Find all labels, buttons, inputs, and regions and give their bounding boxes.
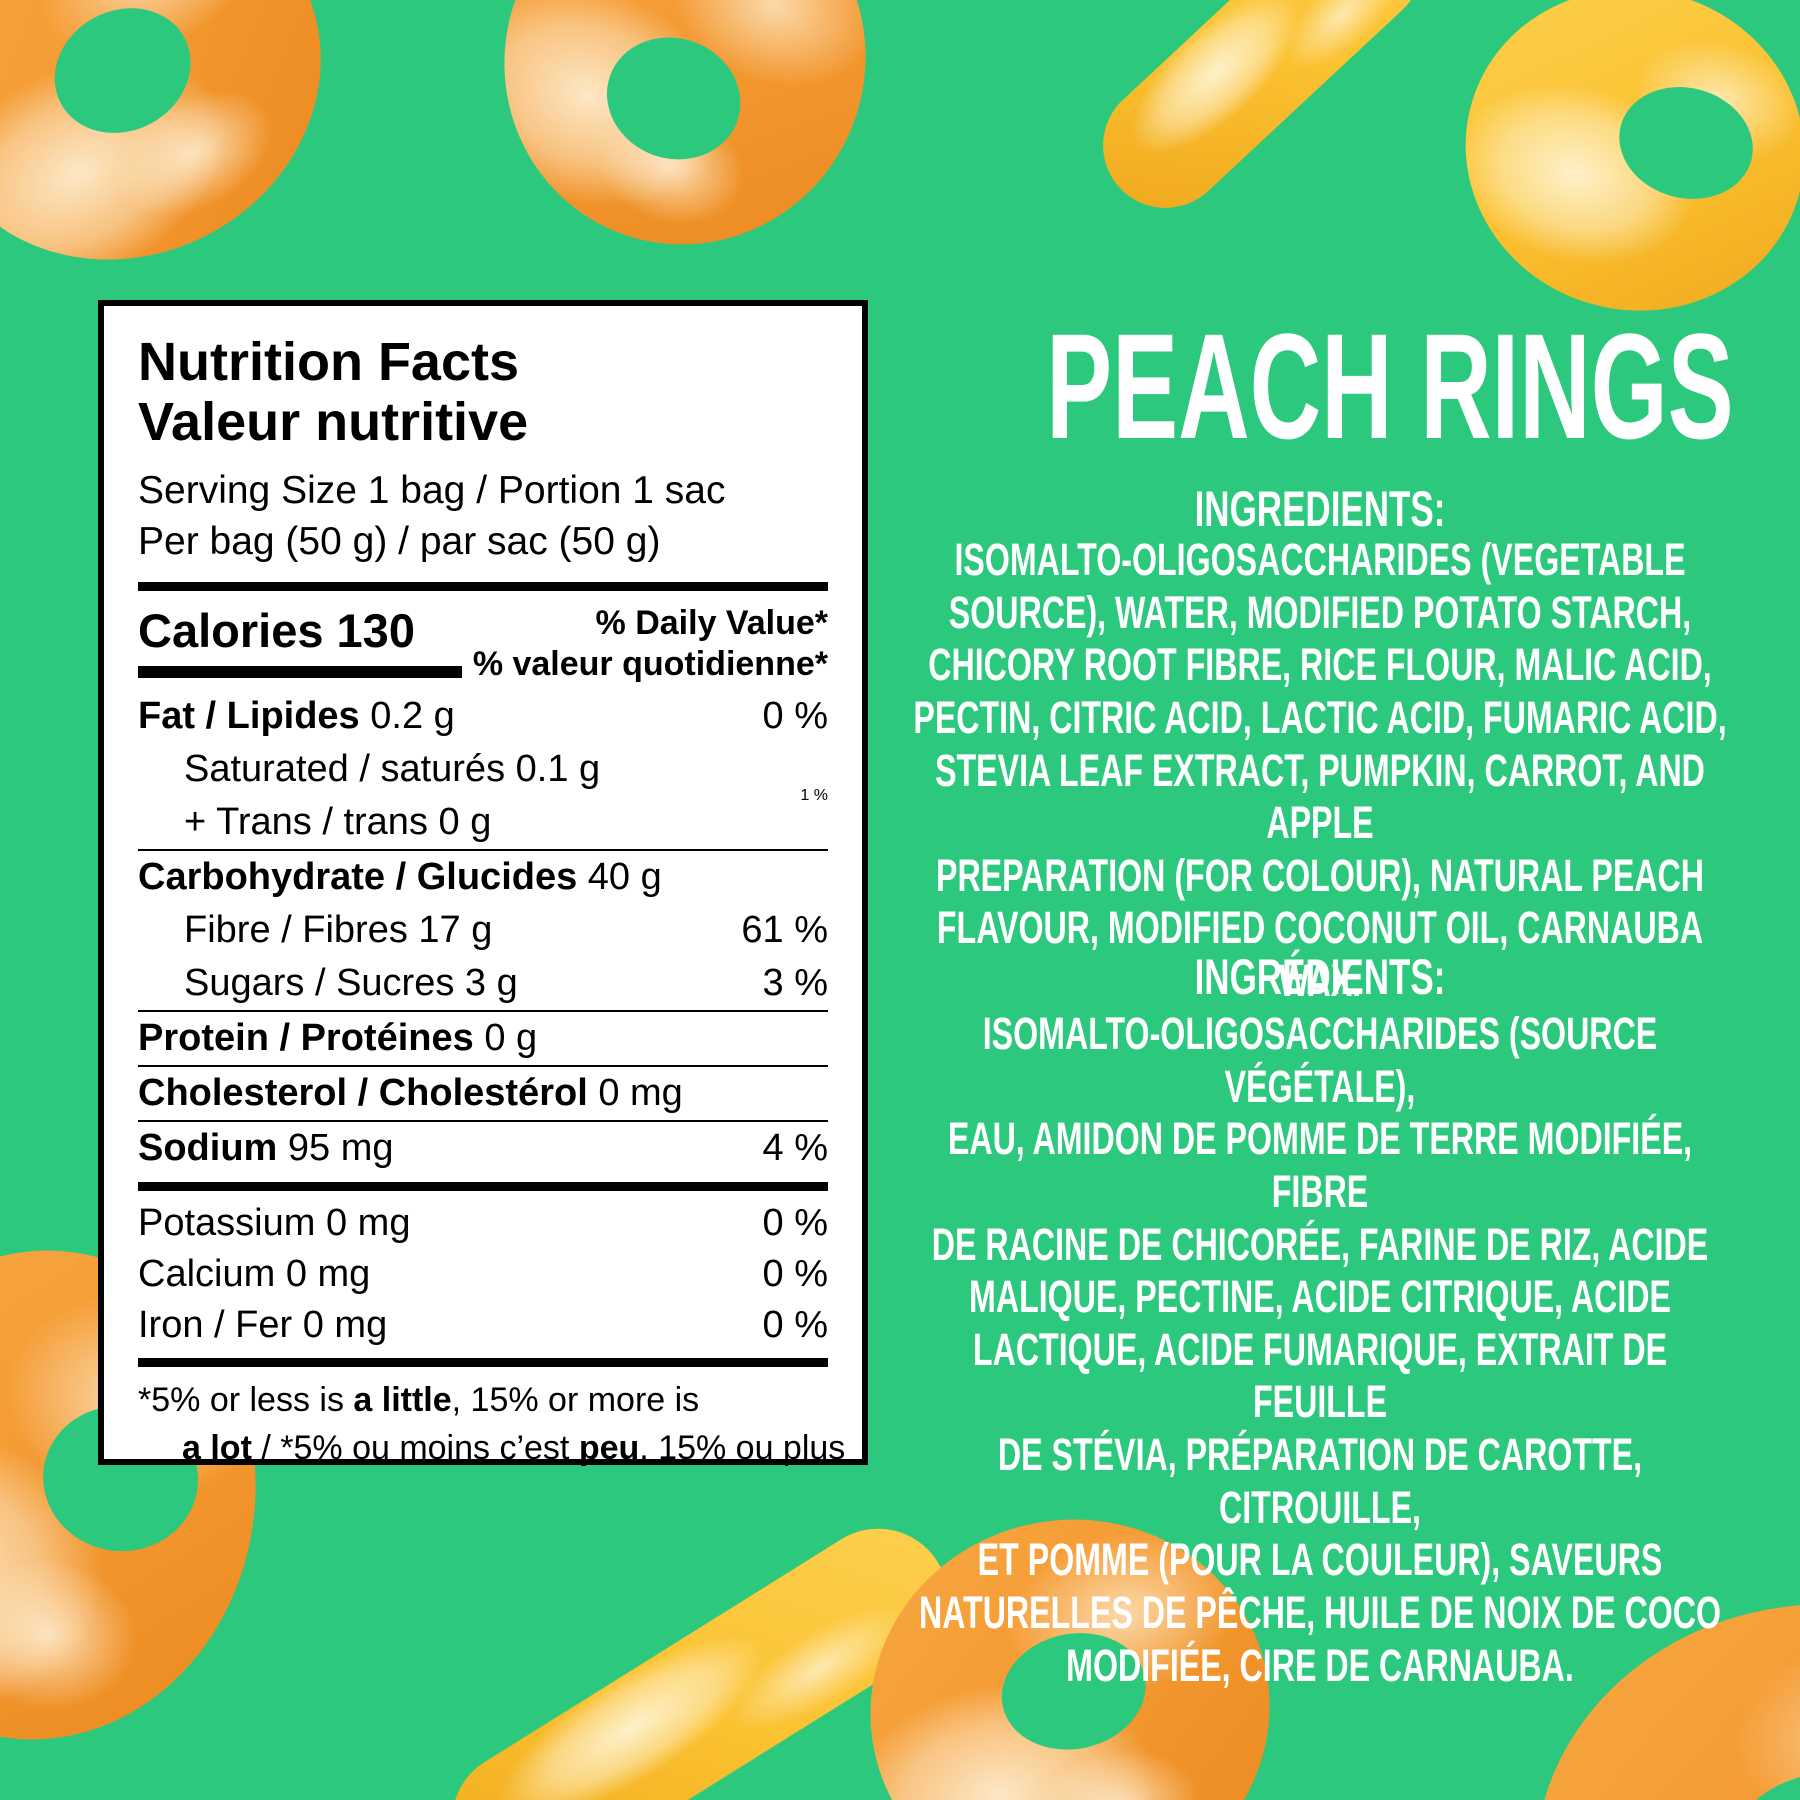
divider-thick bbox=[138, 1358, 828, 1368]
peach-ring-candy-top-right bbox=[1429, 0, 1800, 349]
ingredients-heading-fr: INGRÉDIENTS: bbox=[1194, 949, 1446, 1005]
peach-ring-candy-top-middle bbox=[452, 0, 918, 296]
nutrition-facts-title-en: Nutrition Facts bbox=[138, 332, 520, 392]
footnote-line-2: a lot / *5% ou moins c’est peu, 15% ou p… bbox=[182, 1429, 846, 1468]
product-title: PEACH RINGS bbox=[1046, 302, 1734, 470]
minerals-section: Potassium 0 mg 0 % Calcium 0 mg 0 % Iron… bbox=[138, 1198, 828, 1351]
ring-hole bbox=[32, 0, 213, 157]
footnote-line-1: *5% or less is a little, 15% or more is bbox=[138, 1381, 700, 1420]
ingredients-text-en: ISOMALTO-OLIGOSACCHARIDES (VEGETABLE SOU… bbox=[913, 534, 1727, 1007]
nutrient-row-fibre: Fibre / Fibres 17 g 61 % bbox=[184, 909, 828, 952]
divider-thick bbox=[138, 581, 828, 591]
divider-thin bbox=[138, 1120, 828, 1123]
per-bag-line: Per bag (50 g) / par sac (50 g) bbox=[138, 520, 661, 564]
divider-thick bbox=[138, 1182, 828, 1192]
nutrient-group-saturated-trans: Saturated / saturés 0.1 g + Trans / tran… bbox=[138, 743, 828, 849]
nutrient-row-protein: Protein / Protéines 0 g bbox=[138, 1017, 538, 1060]
nutrient-row-fat: Fat / Lipides 0.2 g 0 % bbox=[138, 695, 828, 738]
ring-hole bbox=[589, 18, 758, 178]
peach-ring-candy-top-side-view bbox=[1077, 0, 1448, 234]
nutrient-row-potassium: Potassium 0 mg 0 % bbox=[138, 1202, 828, 1245]
nutrient-row-iron: Iron / Fer 0 mg 0 % bbox=[138, 1304, 828, 1347]
ingredients-heading-en: INGREDIENTS: bbox=[1194, 481, 1446, 537]
calories-section: Calories 130 % Daily Value* % valeur quo… bbox=[138, 599, 828, 691]
nutrient-row-sodium: Sodium 95 mg 4 % bbox=[138, 1127, 828, 1170]
divider-thin bbox=[138, 849, 828, 852]
nutrition-facts-title-fr: Valeur nutritive bbox=[138, 392, 529, 453]
ingredients-text-fr: ISOMALTO-OLIGOSACCHARIDES (SOURCE VÉGÉTA… bbox=[918, 1008, 1722, 1691]
divider-thin bbox=[138, 1065, 828, 1068]
nutrition-facts-panel: Nutrition Facts Valeur nutritive Serving… bbox=[98, 300, 868, 1467]
calories-underline-bar bbox=[138, 665, 463, 678]
calories-value: Calories 130 bbox=[138, 603, 415, 657]
serving-size-line: Serving Size 1 bag / Portion 1 sac bbox=[138, 468, 726, 512]
daily-value-header: % Daily Value* % valeur quotidienne* bbox=[472, 603, 828, 683]
divider-thin bbox=[138, 1010, 828, 1013]
nutrient-row-calcium: Calcium 0 mg 0 % bbox=[138, 1253, 828, 1296]
calories-block: Calories 130 bbox=[138, 603, 463, 678]
nutrient-row-carbohydrate: Carbohydrate / Glucides 40 g bbox=[138, 856, 662, 899]
nutrition-facts-title: Nutrition Facts Valeur nutritive bbox=[138, 332, 828, 453]
peach-ring-candy-top-left bbox=[0, 0, 387, 328]
serving-size-block: Serving Size 1 bag / Portion 1 sac Per b… bbox=[138, 465, 828, 568]
nutrient-row-trans: + Trans / trans 0 g bbox=[184, 801, 492, 844]
daily-value-footnote: *5% or less is a little, 15% or more is … bbox=[138, 1377, 846, 1472]
ring-hole bbox=[1714, 1760, 1800, 1800]
nutrient-row-cholesterol: Cholesterol / Cholestérol 0 mg bbox=[138, 1072, 683, 1115]
nutrient-row-sugars: Sugars / Sucres 3 g 3 % bbox=[184, 962, 828, 1005]
nutrient-row-saturated: Saturated / saturés 0.1 g bbox=[184, 748, 601, 791]
ring-hole bbox=[1606, 72, 1766, 214]
saturated-trans-dv: 1 % bbox=[800, 787, 828, 805]
